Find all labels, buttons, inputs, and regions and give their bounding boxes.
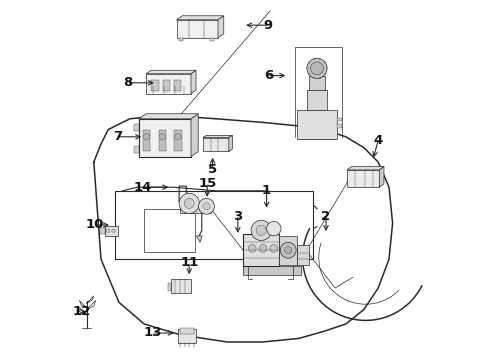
- Polygon shape: [218, 16, 224, 38]
- Bar: [168, 283, 171, 291]
- Bar: [279, 236, 297, 265]
- Polygon shape: [297, 110, 337, 139]
- Text: 15: 15: [198, 177, 216, 190]
- Polygon shape: [176, 16, 224, 20]
- Bar: [134, 146, 139, 153]
- Bar: [174, 80, 181, 91]
- Text: 2: 2: [321, 210, 331, 222]
- Bar: [178, 329, 196, 343]
- Polygon shape: [191, 70, 196, 94]
- Bar: [347, 170, 379, 187]
- Bar: [144, 209, 195, 252]
- Polygon shape: [229, 135, 232, 151]
- Text: 6: 6: [264, 69, 273, 82]
- Polygon shape: [191, 114, 198, 157]
- Bar: [179, 38, 183, 41]
- Circle shape: [248, 244, 256, 252]
- Polygon shape: [203, 135, 232, 138]
- Circle shape: [179, 193, 199, 213]
- Bar: [171, 279, 191, 293]
- Text: 11: 11: [180, 256, 198, 269]
- Text: 5: 5: [208, 163, 217, 176]
- Bar: [159, 130, 166, 151]
- Bar: [180, 204, 211, 213]
- Circle shape: [112, 229, 116, 233]
- Circle shape: [251, 220, 271, 240]
- Bar: [307, 90, 327, 110]
- Circle shape: [259, 244, 267, 252]
- Bar: [146, 74, 191, 94]
- Text: 3: 3: [233, 210, 243, 222]
- Circle shape: [267, 221, 281, 236]
- Text: 8: 8: [123, 76, 133, 89]
- Text: 12: 12: [72, 305, 90, 318]
- Polygon shape: [347, 167, 384, 170]
- Bar: [174, 130, 182, 151]
- Text: 9: 9: [264, 19, 273, 32]
- Polygon shape: [146, 70, 196, 74]
- Polygon shape: [196, 236, 202, 242]
- Text: 4: 4: [373, 134, 383, 147]
- Circle shape: [311, 62, 323, 75]
- Bar: [116, 191, 314, 259]
- Polygon shape: [379, 167, 384, 187]
- Circle shape: [285, 247, 292, 254]
- Bar: [151, 80, 159, 91]
- Bar: [100, 228, 104, 234]
- Bar: [297, 245, 309, 265]
- Bar: [134, 124, 139, 131]
- Bar: [299, 112, 335, 139]
- Circle shape: [203, 203, 210, 210]
- Circle shape: [144, 134, 150, 140]
- Circle shape: [175, 134, 181, 140]
- Bar: [243, 234, 279, 266]
- Circle shape: [256, 225, 266, 235]
- Text: 1: 1: [262, 184, 271, 197]
- Bar: [337, 124, 342, 128]
- Circle shape: [307, 58, 327, 78]
- Text: 13: 13: [144, 327, 162, 339]
- Circle shape: [106, 229, 110, 233]
- Text: 7: 7: [113, 130, 122, 143]
- Polygon shape: [139, 114, 198, 119]
- Bar: [203, 138, 229, 151]
- Text: 10: 10: [86, 219, 104, 231]
- Circle shape: [159, 134, 166, 140]
- Circle shape: [198, 198, 215, 214]
- Circle shape: [280, 242, 296, 258]
- Bar: [309, 76, 325, 90]
- Bar: [143, 130, 150, 151]
- Bar: [337, 118, 342, 121]
- Bar: [139, 119, 191, 157]
- Text: 14: 14: [133, 181, 151, 194]
- Circle shape: [270, 244, 278, 252]
- Bar: [210, 38, 214, 41]
- Circle shape: [184, 198, 194, 208]
- Bar: [180, 328, 194, 334]
- Bar: [163, 80, 170, 91]
- Bar: [176, 20, 218, 38]
- Polygon shape: [243, 266, 301, 275]
- Bar: [104, 226, 118, 236]
